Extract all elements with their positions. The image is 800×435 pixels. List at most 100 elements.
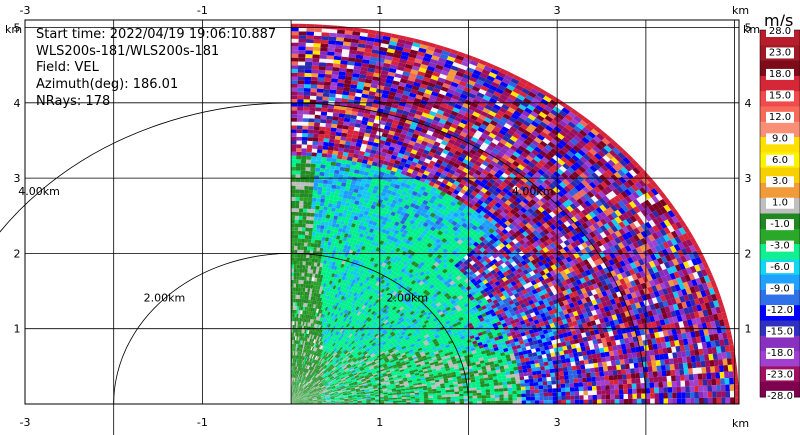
range-gate [361, 349, 366, 354]
range-gate [305, 393, 310, 396]
range-gate [296, 395, 300, 399]
range-gate [293, 389, 295, 393]
range-gate [299, 257, 304, 262]
range-gate [335, 398, 340, 400]
range-gate [295, 401, 300, 403]
range-gate [303, 372, 306, 377]
range-gate [347, 380, 352, 383]
range-gate [292, 328, 295, 333]
range-gate [339, 398, 344, 400]
range-gate [324, 339, 328, 344]
range-gate [304, 400, 309, 402]
range-gate [295, 204, 300, 209]
range-gate [295, 394, 299, 398]
range-gate [292, 358, 294, 363]
range-gate [291, 366, 293, 371]
range-gate [428, 393, 433, 396]
range-gate [293, 397, 297, 401]
range-gate [291, 215, 295, 220]
range-gate [299, 359, 302, 364]
range-gate [343, 340, 348, 344]
range-gate [292, 396, 294, 401]
range-gate [298, 378, 301, 383]
range-gate [313, 389, 318, 392]
range-gate [293, 381, 294, 386]
range-gate [307, 205, 312, 209]
range-gate [292, 373, 293, 378]
range-gate [338, 381, 343, 385]
range-gate [305, 377, 308, 381]
range-gate [306, 357, 309, 361]
range-gate [361, 379, 367, 383]
range-gate [302, 337, 305, 341]
range-gate [441, 399, 447, 402]
range-gate [493, 382, 499, 386]
range-gate [311, 342, 315, 347]
range-gate [294, 399, 299, 402]
range-gate [352, 372, 357, 375]
range-gate [307, 361, 311, 366]
range-gate [525, 386, 530, 391]
range-gate [323, 381, 328, 385]
range-gate [295, 389, 298, 394]
range-gate [302, 380, 306, 384]
range-gate [342, 365, 347, 369]
range-gate [331, 378, 336, 382]
range-gate [517, 400, 522, 404]
range-gate [304, 368, 307, 373]
range-gate [384, 398, 389, 400]
range-gate [338, 362, 343, 366]
range-gate [340, 384, 345, 388]
range-gate [356, 394, 362, 397]
range-gate [291, 401, 295, 404]
range-gate [471, 387, 477, 391]
range-gate [357, 396, 362, 399]
range-gate [297, 378, 299, 383]
range-gate [320, 372, 324, 376]
range-gate [320, 354, 324, 358]
range-gate [298, 398, 303, 401]
range-gate [336, 387, 341, 390]
range-gate [340, 358, 345, 362]
range-gate [497, 375, 502, 380]
range-gate [306, 377, 309, 382]
range-gate [317, 398, 322, 400]
range-gate [310, 243, 315, 248]
range-gate [314, 391, 319, 394]
range-gate [300, 333, 303, 337]
range-gate [520, 386, 526, 391]
range-gate [297, 298, 300, 303]
range-gate [309, 384, 313, 388]
range-gate [350, 356, 355, 360]
range-gate [352, 394, 357, 396]
range-gate [291, 324, 293, 329]
range-gate [293, 377, 295, 382]
range-gate [526, 364, 532, 369]
range-gate [297, 382, 299, 386]
range-gate [317, 400, 322, 402]
range-gate [295, 343, 298, 348]
range-gate [311, 380, 315, 385]
range-gate [335, 349, 340, 353]
range-gate [348, 401, 354, 403]
range-gate [296, 362, 298, 367]
range-gate [292, 381, 294, 386]
range-gate [328, 375, 333, 378]
range-gate [321, 398, 327, 400]
range-gate [319, 377, 324, 381]
range-gate [343, 361, 348, 365]
range-gate [484, 383, 490, 387]
range-gate [355, 388, 360, 391]
range-gate [308, 402, 314, 403]
range-gate [303, 193, 309, 198]
range-gate [347, 381, 353, 384]
range-gate [352, 365, 358, 369]
range-gate [302, 257, 307, 262]
range-gate [354, 354, 359, 358]
range-gate [340, 376, 345, 380]
range-gate [300, 287, 304, 292]
range-gate [296, 366, 298, 371]
range-gate [345, 377, 351, 381]
range-gate [344, 374, 349, 378]
